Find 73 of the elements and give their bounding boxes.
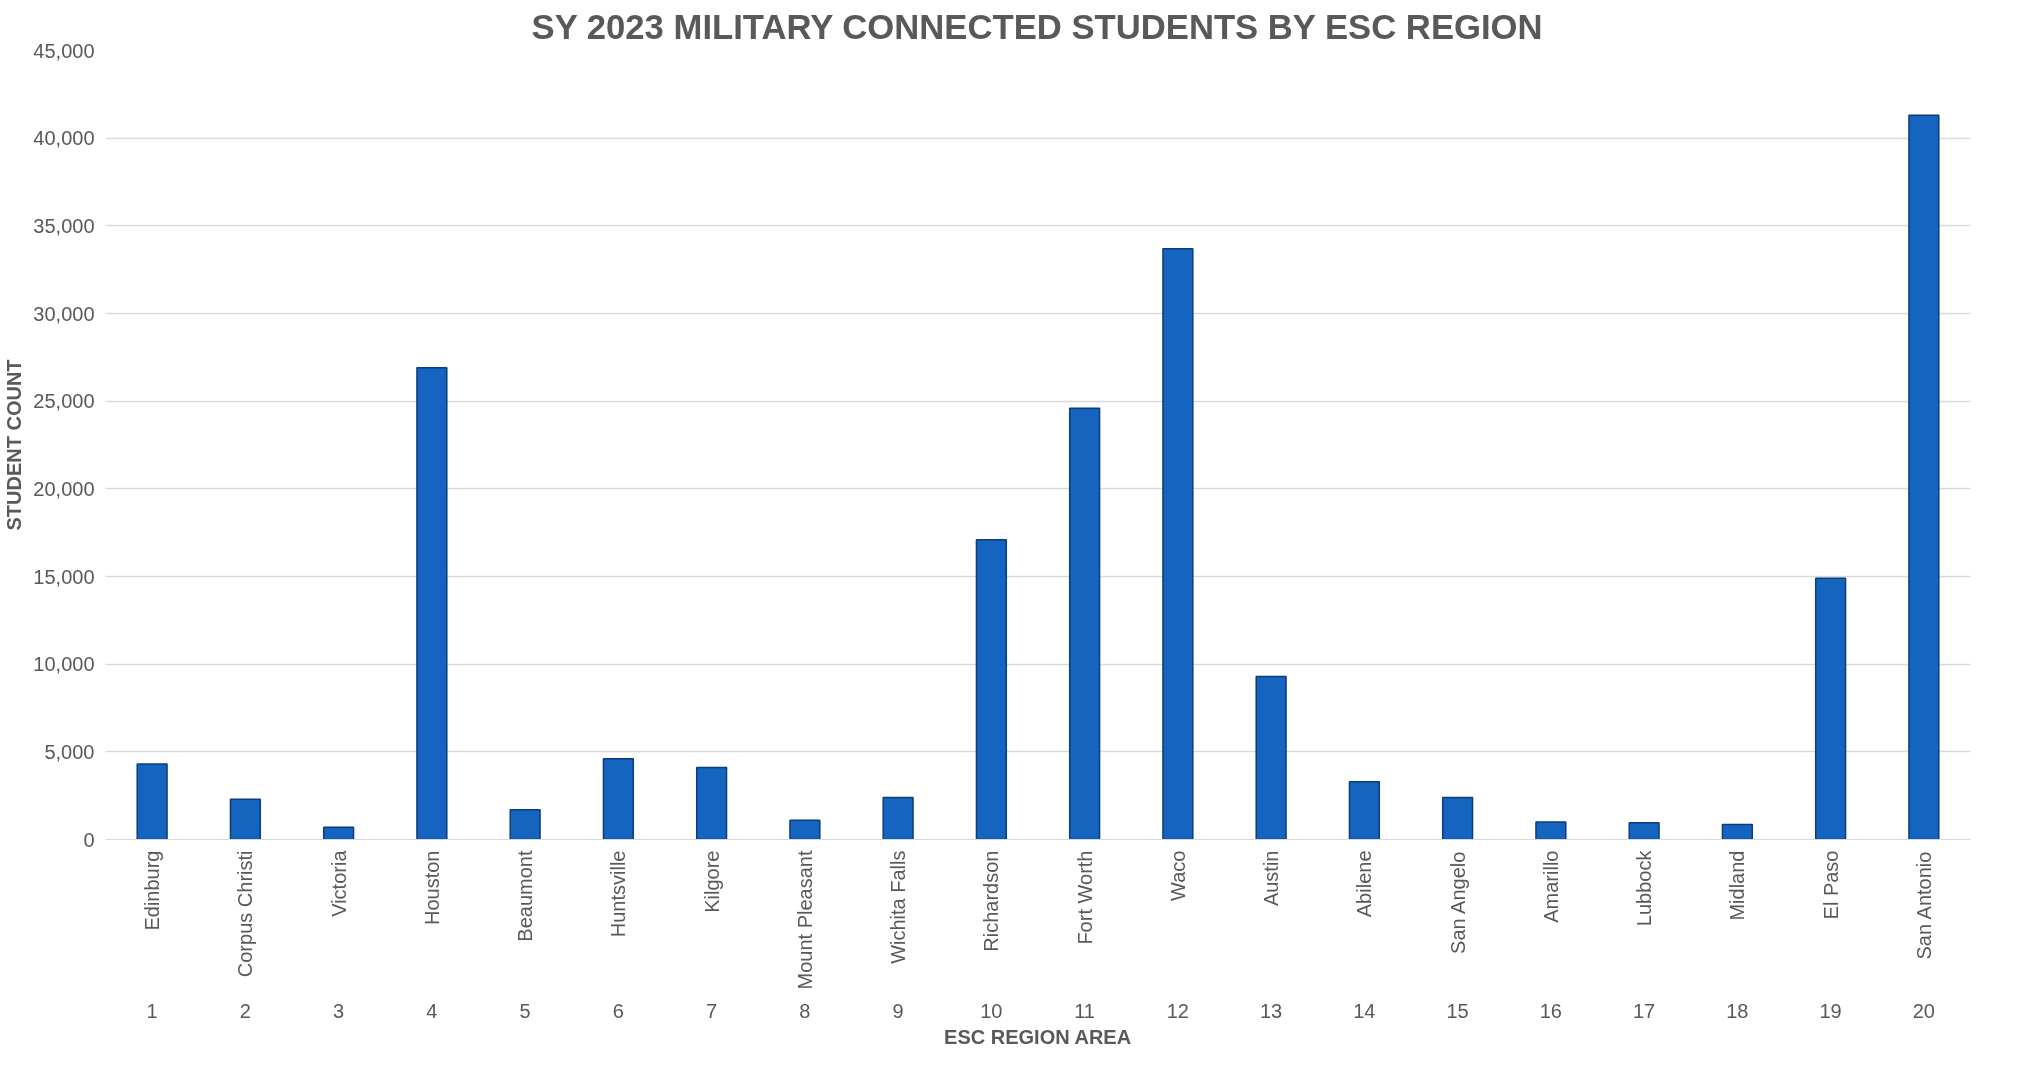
text: Mount Pleasant bbox=[793, 850, 816, 990]
x-tick-label: 18 bbox=[1726, 999, 1749, 1022]
bar bbox=[1441, 796, 1474, 840]
bar bbox=[1814, 577, 1847, 840]
y-tick-label: 30,000 bbox=[33, 302, 95, 325]
x-tick-label: 11 bbox=[1074, 999, 1096, 1022]
bar bbox=[1908, 114, 1940, 840]
chart-title: SY 2023 MILITARY CONNECTED STUDENTS BY ESC REGION bbox=[531, 7, 1543, 46]
text: Edinburg bbox=[141, 850, 164, 931]
x-tick-label: 16 bbox=[1539, 999, 1562, 1022]
text: Beaumont bbox=[514, 850, 537, 942]
bar bbox=[136, 763, 168, 840]
text: San Antonio bbox=[1912, 851, 1935, 960]
bar bbox=[1535, 821, 1567, 840]
x-tick-label: 17 bbox=[1633, 999, 1656, 1022]
text: Midland bbox=[1726, 850, 1749, 921]
x-tick-label: 7 bbox=[706, 999, 718, 1022]
bar bbox=[416, 367, 448, 840]
text: Amarillo bbox=[1539, 850, 1562, 923]
text: Huntsville bbox=[607, 850, 630, 938]
text: El Paso bbox=[1819, 850, 1842, 920]
text: Waco bbox=[1166, 850, 1189, 901]
x-tick-label: 14 bbox=[1353, 999, 1376, 1022]
text: Kilgore bbox=[700, 850, 723, 913]
x-axis-title: ESC REGION AREA bbox=[944, 1025, 1132, 1048]
text: Austin bbox=[1260, 850, 1283, 907]
x-tick-label: 4 bbox=[426, 999, 438, 1022]
x-tick-label: 8 bbox=[799, 999, 811, 1022]
x-tick-label: 19 bbox=[1819, 999, 1842, 1022]
x-tick-label: 10 bbox=[980, 999, 1003, 1022]
bar bbox=[975, 538, 1008, 840]
bar bbox=[229, 798, 262, 840]
text: Richardson bbox=[980, 850, 1003, 952]
x-tick-label: 13 bbox=[1260, 999, 1283, 1022]
text: Fort Worth bbox=[1073, 850, 1096, 945]
x-tick-label: 5 bbox=[519, 999, 531, 1022]
text: Wichita Falls bbox=[887, 850, 910, 964]
bar bbox=[789, 819, 821, 840]
bar bbox=[1628, 822, 1660, 840]
x-tick-label: 9 bbox=[892, 999, 904, 1022]
y-tick-label: 15,000 bbox=[33, 565, 95, 588]
y-tick-label: 0 bbox=[83, 828, 95, 851]
y-tick-label: 10,000 bbox=[33, 653, 95, 676]
y-tick-label: 45,000 bbox=[33, 39, 95, 62]
text: Lubbock bbox=[1633, 849, 1656, 927]
bar bbox=[1162, 247, 1194, 840]
x-tick-label: 15 bbox=[1446, 999, 1469, 1022]
bar bbox=[509, 808, 541, 840]
x-tick-label: 20 bbox=[1912, 999, 1935, 1022]
x-tick-label: 1 bbox=[146, 999, 158, 1022]
bar bbox=[1721, 823, 1754, 840]
x-tick-label: 2 bbox=[239, 999, 251, 1022]
bar bbox=[695, 766, 728, 840]
y-axis-title: STUDENT COUNT bbox=[3, 359, 26, 531]
bar bbox=[1255, 675, 1287, 840]
y-tick-label: 20,000 bbox=[33, 477, 95, 500]
bar bbox=[1068, 407, 1101, 840]
x-tick-label: 6 bbox=[612, 999, 624, 1022]
bar bbox=[322, 826, 355, 840]
y-tick-label: 5,000 bbox=[44, 740, 95, 763]
bar bbox=[882, 796, 914, 840]
y-tick-label: 35,000 bbox=[33, 214, 95, 237]
x-tick-label: 12 bbox=[1166, 999, 1189, 1022]
bar bbox=[602, 758, 635, 840]
bar bbox=[1348, 780, 1381, 840]
y-tick-label: 40,000 bbox=[33, 127, 95, 150]
y-tick-label: 25,000 bbox=[33, 390, 95, 413]
text: San Angelo bbox=[1446, 851, 1469, 954]
text: Victoria bbox=[327, 849, 350, 917]
text: Corpus Christi bbox=[234, 850, 257, 978]
text: Houston bbox=[420, 850, 443, 925]
x-tick-label: 3 bbox=[333, 999, 345, 1022]
text: Abilene bbox=[1353, 850, 1376, 918]
